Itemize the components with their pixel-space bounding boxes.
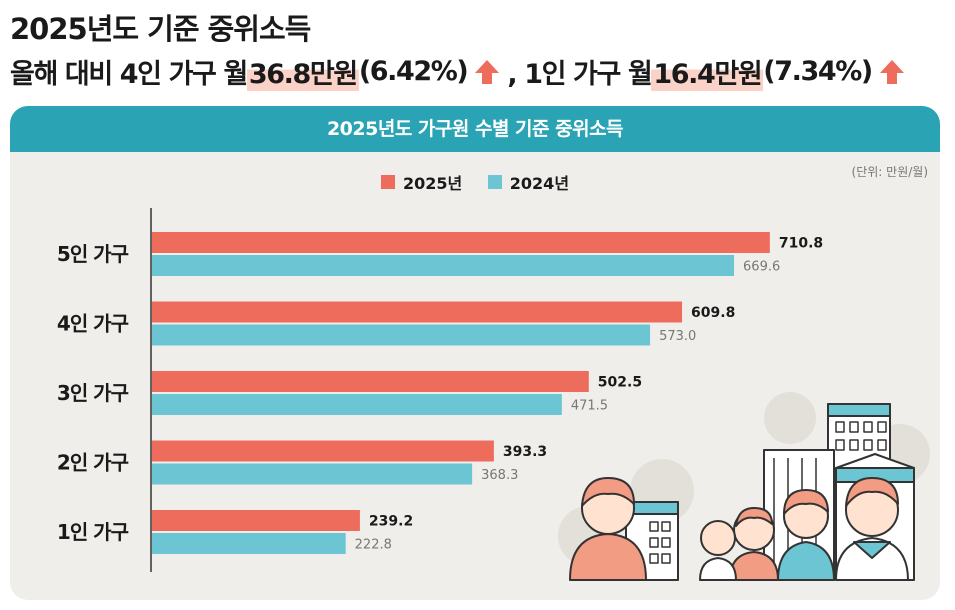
bar-2025: [152, 232, 770, 253]
category-label: 5인 가구: [57, 242, 129, 266]
page-subtitle: 올해 대비 4인 가구 월 36.8만원 (6.42%) , 1인 가구 월 1…: [10, 52, 912, 91]
data-label-2024: 368.3: [481, 468, 518, 483]
chart-panel: 2025년도 가구원 수별 기준 중위소득 (단위: 만원/월) 2025년 2…: [10, 106, 940, 600]
bar-2024: [152, 324, 651, 346]
category-label: 1인 가구: [57, 520, 129, 544]
family-illustration: [569, 403, 915, 581]
subtitle-highlight-4person: 36.8만원: [246, 52, 359, 91]
bar-2024: [152, 533, 346, 554]
subtitle-text-1: 올해 대비 4인 가구 월: [10, 59, 248, 90]
data-label-2024: 669.6: [743, 260, 780, 275]
data-label-2024: 222.8: [355, 538, 392, 553]
data-label-2025: 609.8: [691, 305, 735, 321]
bar-2025: [152, 371, 589, 392]
subtitle-text-2: , 1인 가구 월: [507, 59, 652, 90]
bar-chart: 5인 가구 710.8 669.6 4인 가구 609.8 573.0 3인 가구 502.5…: [57, 208, 930, 581]
subtitle-percent-1person: (7.34%): [763, 56, 873, 87]
subtitle-highlight-1person: 16.4만원: [651, 52, 764, 91]
up-arrow-icon: [475, 59, 500, 84]
category-label: 2인 가구: [57, 451, 129, 475]
bar-2024: [152, 255, 735, 276]
bar-2024: [152, 463, 473, 485]
data-label-2024: 471.5: [571, 399, 608, 414]
category-label: 4인 가구: [57, 312, 129, 336]
bar-2024: [152, 394, 562, 415]
legend-swatch-2025: [380, 175, 395, 189]
chart-legend: 2025년 2024년: [10, 170, 940, 194]
decor-circle: [764, 392, 816, 444]
category-label: 3인 가구: [57, 381, 129, 405]
data-label-2025: 393.3: [503, 444, 547, 460]
data-label-2025: 710.8: [779, 236, 823, 252]
unit-note: (단위: 만원/월): [851, 165, 928, 179]
data-label-2024: 573.0: [659, 329, 696, 344]
legend-label-2025: 2025년: [402, 174, 463, 193]
up-arrow-icon: [879, 59, 904, 84]
bar-2025: [152, 510, 360, 531]
page-title: 2025년도 기준 중위소득: [10, 12, 311, 46]
bar-2025: [152, 440, 494, 462]
legend-swatch-2024: [487, 175, 502, 189]
legend-item-2025: 2025년: [380, 170, 463, 194]
bar-2025: [152, 301, 683, 323]
legend-item-2024: 2024년: [487, 170, 570, 194]
data-label-2025: 502.5: [598, 375, 642, 391]
data-label-2025: 239.2: [369, 514, 413, 530]
legend-label-2024: 2024년: [509, 174, 570, 193]
subtitle-percent-4person: (6.42%): [358, 56, 469, 87]
chart-title: 2025년도 가구원 수별 기준 중위소득: [10, 106, 940, 152]
